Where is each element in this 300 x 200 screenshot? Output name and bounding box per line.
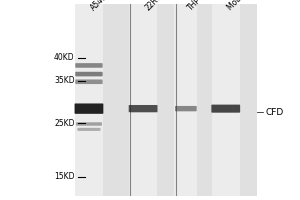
- Text: Mouse lung: Mouse lung: [226, 0, 263, 12]
- FancyBboxPatch shape: [129, 105, 158, 112]
- FancyBboxPatch shape: [175, 106, 197, 111]
- FancyBboxPatch shape: [75, 63, 103, 68]
- FancyBboxPatch shape: [76, 122, 102, 126]
- Text: CFD: CFD: [266, 108, 284, 117]
- Text: 15KD: 15KD: [54, 172, 75, 181]
- Bar: [212, 4, 240, 196]
- Text: 35KD: 35KD: [54, 76, 75, 85]
- Text: THP-1: THP-1: [186, 0, 208, 12]
- FancyBboxPatch shape: [77, 128, 101, 131]
- Text: 22Rv1: 22Rv1: [143, 0, 166, 12]
- FancyBboxPatch shape: [75, 72, 103, 76]
- Text: 25KD: 25KD: [54, 119, 75, 128]
- FancyBboxPatch shape: [212, 105, 240, 113]
- Bar: [129, 4, 158, 196]
- FancyBboxPatch shape: [75, 79, 103, 84]
- Bar: [175, 4, 197, 196]
- Text: 40KD: 40KD: [54, 53, 75, 62]
- Bar: [75, 4, 257, 196]
- Bar: [75, 4, 103, 196]
- FancyBboxPatch shape: [75, 103, 103, 114]
- Text: A549: A549: [89, 0, 110, 12]
